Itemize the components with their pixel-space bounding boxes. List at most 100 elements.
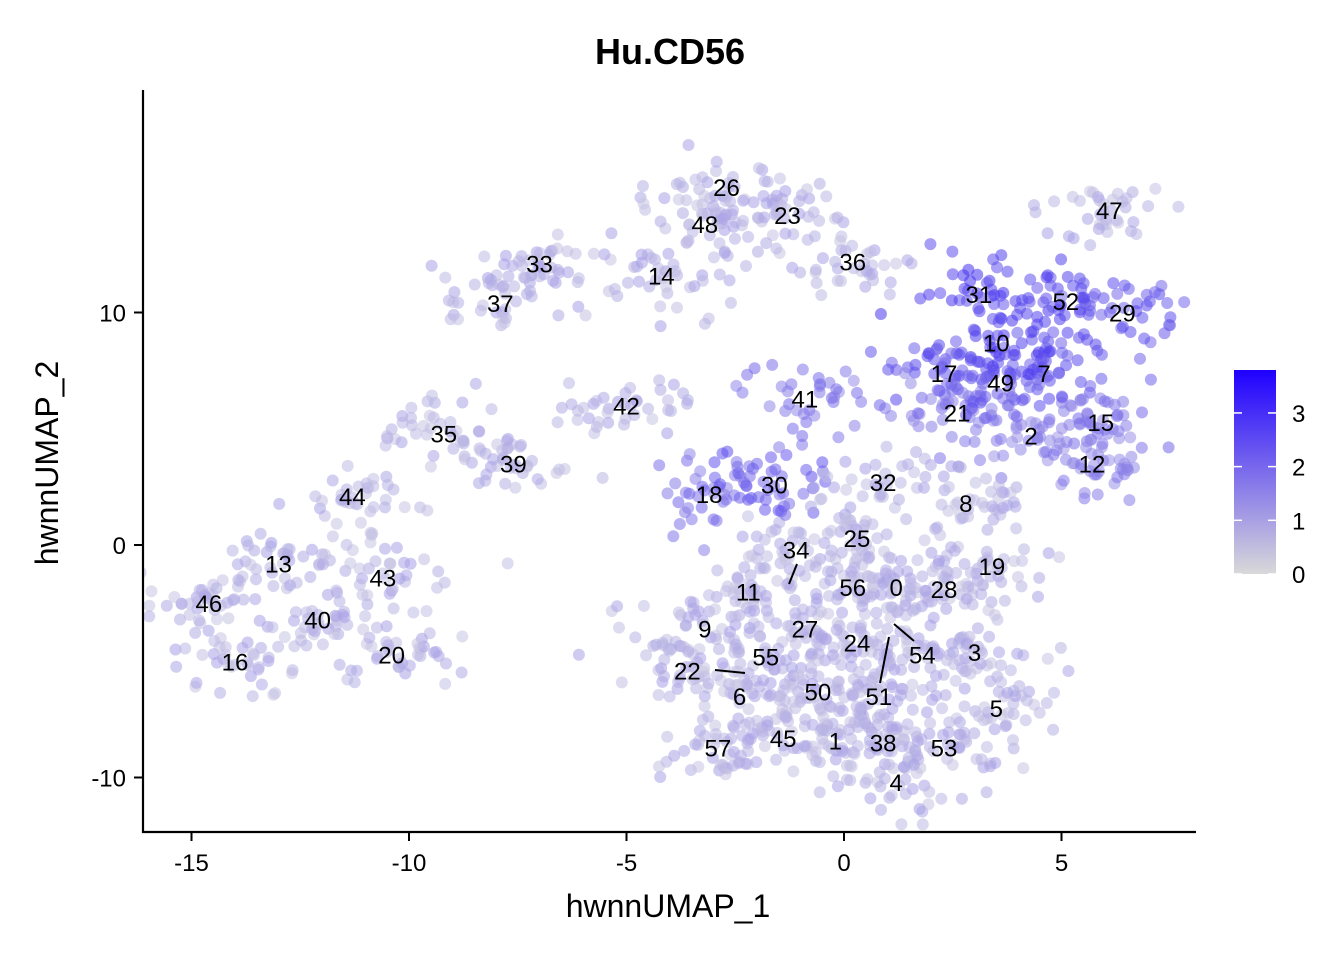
cell-point xyxy=(663,690,676,703)
cell-point xyxy=(975,588,988,601)
cell-point xyxy=(839,455,852,468)
cell-point xyxy=(672,496,685,509)
cell-point xyxy=(1040,371,1053,383)
cell-point xyxy=(979,371,992,384)
cell-point xyxy=(923,785,936,798)
cell-point xyxy=(820,632,833,645)
cell-point xyxy=(863,734,876,747)
cell-point xyxy=(653,459,666,472)
cell-point xyxy=(1040,271,1053,284)
cell-point xyxy=(934,287,947,300)
cell-point xyxy=(1172,200,1185,213)
cell-point xyxy=(935,792,948,805)
cell-point xyxy=(889,730,901,743)
cell-point xyxy=(937,470,950,483)
cell-point xyxy=(942,726,955,739)
cell-point xyxy=(995,708,1008,721)
cell-point xyxy=(474,304,487,317)
cell-point xyxy=(420,605,433,618)
cell-point xyxy=(456,396,469,409)
cell-point xyxy=(561,245,574,258)
leader-line xyxy=(714,669,746,674)
cell-point xyxy=(1024,273,1037,286)
cell-point xyxy=(278,631,291,643)
cluster-label: 30 xyxy=(761,473,788,500)
cell-point xyxy=(949,369,962,382)
cluster-label: 21 xyxy=(944,401,971,428)
cell-point xyxy=(253,614,266,627)
cell-point xyxy=(936,582,949,595)
cell-point xyxy=(927,640,940,653)
cell-point xyxy=(882,363,895,376)
cell-point xyxy=(770,242,783,255)
cell-point xyxy=(958,665,971,678)
cell-point xyxy=(720,208,732,221)
cell-point xyxy=(844,501,857,514)
cell-point xyxy=(1113,432,1126,445)
cell-point xyxy=(890,393,903,406)
cell-point xyxy=(674,669,686,682)
cell-point xyxy=(183,608,196,621)
cell-point xyxy=(1084,465,1097,478)
cell-point xyxy=(1163,319,1175,331)
cell-point xyxy=(418,553,431,566)
cell-point xyxy=(779,405,792,417)
cell-point xyxy=(421,504,434,517)
cell-point xyxy=(771,726,784,739)
cell-point xyxy=(189,626,202,639)
cluster-label: 54 xyxy=(909,642,936,669)
cell-point xyxy=(800,463,813,476)
cell-point xyxy=(710,165,722,178)
cell-point xyxy=(818,537,831,549)
cell-point xyxy=(990,414,1003,427)
cell-point xyxy=(980,741,993,753)
cell-point xyxy=(901,254,914,267)
x-tick-label: -10 xyxy=(392,850,427,877)
cell-point xyxy=(509,481,522,494)
colorbar-label: 1 xyxy=(1292,508,1305,535)
cell-point xyxy=(914,292,927,305)
cell-point xyxy=(501,557,514,570)
cell-point xyxy=(737,214,750,227)
cell-point xyxy=(668,749,681,762)
cell-point xyxy=(219,641,232,654)
cell-point xyxy=(924,717,937,730)
cell-point xyxy=(661,730,674,743)
cell-point xyxy=(919,470,932,483)
cell-point xyxy=(997,553,1010,566)
cell-point xyxy=(953,654,966,667)
cell-point xyxy=(814,378,826,391)
cell-point xyxy=(852,707,865,720)
cell-point xyxy=(793,195,806,208)
cell-point xyxy=(857,635,870,648)
cell-point xyxy=(872,480,884,492)
cell-point xyxy=(950,335,962,348)
cell-point xyxy=(1117,395,1130,408)
cell-point xyxy=(783,497,796,510)
cell-point xyxy=(390,636,403,649)
cell-point xyxy=(698,729,711,742)
cell-point xyxy=(916,570,929,583)
cell-point xyxy=(795,692,808,705)
cluster-label: 9 xyxy=(698,617,711,644)
cell-point xyxy=(244,558,257,571)
cell-point xyxy=(808,533,821,546)
cluster-label: 31 xyxy=(966,282,993,309)
cell-point xyxy=(507,459,520,472)
cell-point xyxy=(968,727,981,740)
cell-point xyxy=(1116,320,1129,333)
cell-point xyxy=(960,735,973,748)
cell-point xyxy=(210,613,223,626)
cell-point xyxy=(1149,182,1162,195)
cell-point xyxy=(864,345,877,358)
cell-point xyxy=(662,394,674,407)
cell-point xyxy=(145,585,158,598)
cell-point xyxy=(934,452,946,465)
cell-point xyxy=(710,633,723,646)
cell-point xyxy=(654,771,667,783)
cell-point xyxy=(306,543,318,556)
cell-point xyxy=(736,530,749,543)
cell-point xyxy=(921,350,934,363)
cell-point xyxy=(991,261,1003,274)
